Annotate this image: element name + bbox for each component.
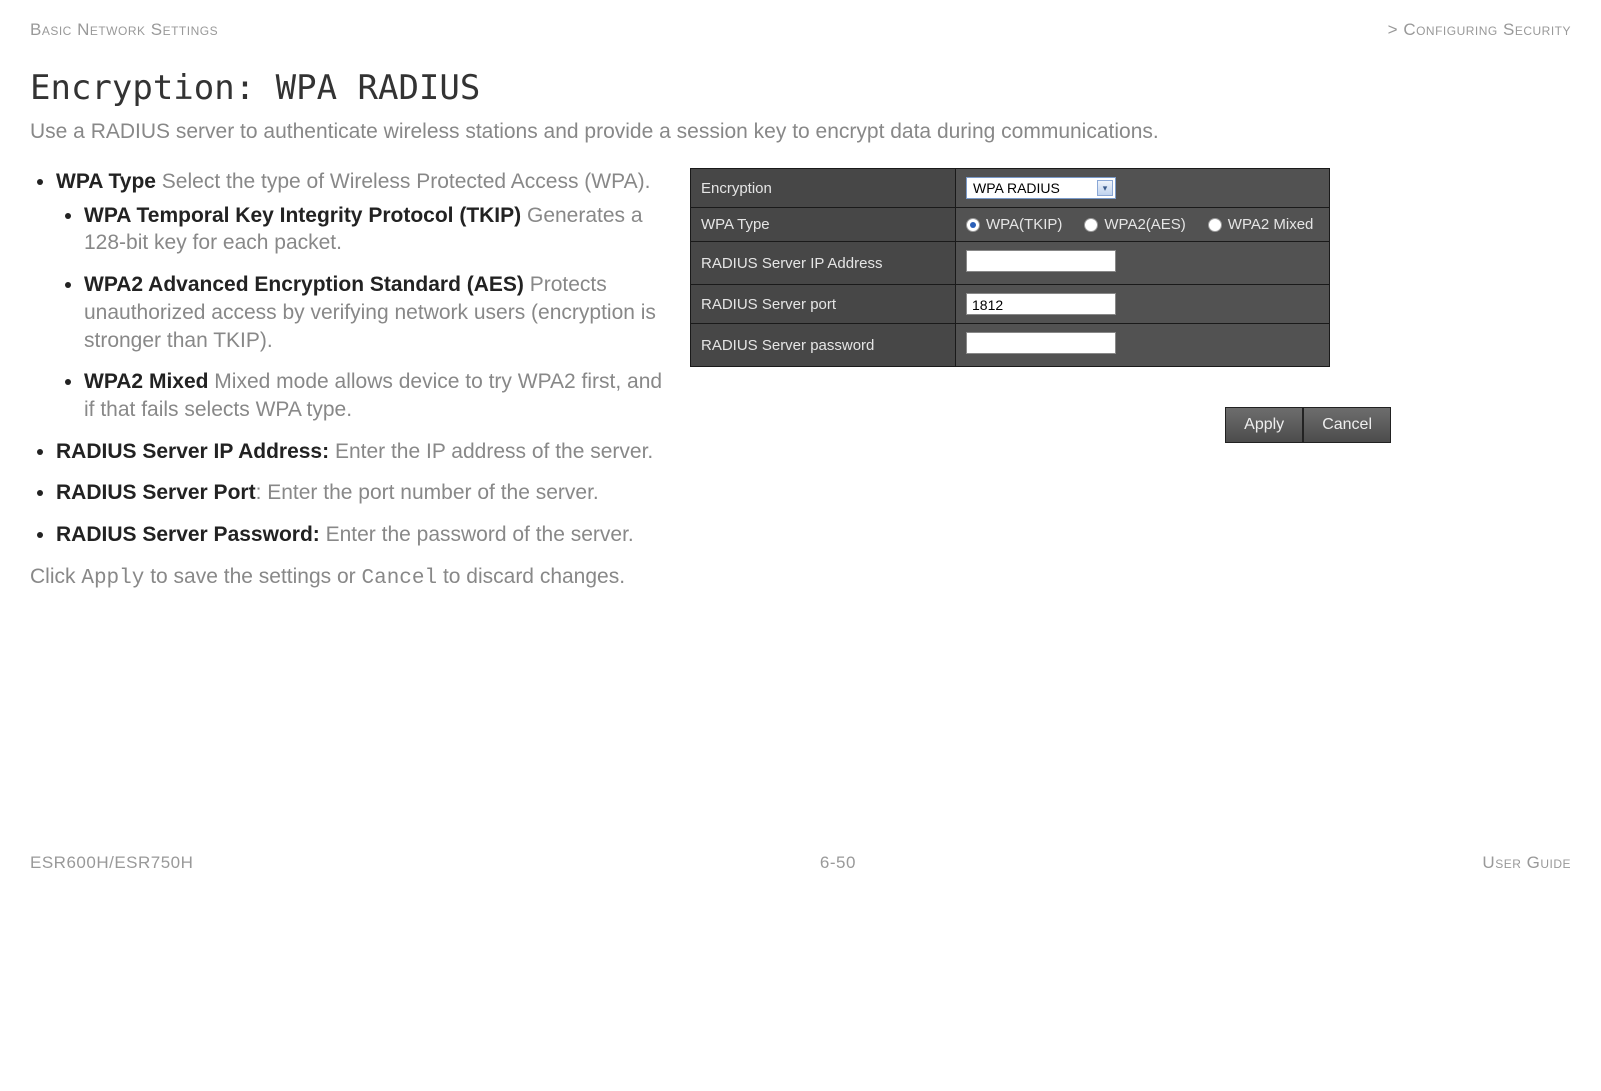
apply-cmd: Apply — [81, 567, 144, 590]
footer-left: ESR600H/ESR750H — [30, 853, 193, 873]
radio-label-mixed: WPA2 Mixed — [1228, 216, 1314, 233]
apply-pre: Click — [30, 565, 81, 588]
term-tkip: WPA Temporal Key Integrity Protocol (TKI… — [84, 204, 521, 227]
radio-wpa2-aes[interactable] — [1084, 218, 1098, 232]
page-header: Basic Network Settings > Configuring Sec… — [30, 20, 1571, 40]
encryption-value: WPA RADIUS — [973, 180, 1060, 196]
cancel-cmd: Cancel — [361, 567, 437, 590]
page-title: Encryption: WPA RADIUS — [30, 68, 1571, 108]
desc-wpa-type: Select the type of Wireless Protected Ac… — [156, 170, 650, 193]
button-row: Apply Cancel — [690, 407, 1571, 443]
radius-pw-input[interactable] — [966, 332, 1116, 354]
bullet-wpa-type: WPA Type Select the type of Wireless Pro… — [56, 168, 670, 424]
label-radius-port: RADIUS Server port — [691, 285, 956, 324]
desc-ip: Enter the IP address of the server. — [329, 440, 653, 463]
label-encryption: Encryption — [691, 169, 956, 208]
cancel-button[interactable]: Cancel — [1303, 407, 1391, 443]
screenshot-column: Encryption WPA RADIUS ▾ WPA Type WPA(TKI… — [690, 168, 1571, 593]
header-left: Basic Network Settings — [30, 20, 218, 40]
header-right: > Configuring Security — [1388, 20, 1571, 40]
bullet-ip: RADIUS Server IP Address: Enter the IP a… — [56, 438, 670, 466]
intro-text: Use a RADIUS server to authenticate wire… — [30, 120, 1571, 144]
page-footer: ESR600H/ESR750H 6-50 User Guide — [30, 853, 1571, 873]
footer-right: User Guide — [1482, 853, 1571, 873]
apply-post: to discard changes. — [437, 565, 625, 588]
bullet-port: RADIUS Server Port: Enter the port numbe… — [56, 479, 670, 507]
apply-mid: to save the settings or — [144, 565, 361, 588]
row-radius-port: RADIUS Server port 1812 — [691, 285, 1330, 324]
term-pw: RADIUS Server Password: — [56, 523, 320, 546]
radius-ip-input[interactable] — [966, 250, 1116, 272]
row-encryption: Encryption WPA RADIUS ▾ — [691, 169, 1330, 208]
desc-port: : Enter the port number of the server. — [256, 481, 599, 504]
term-wpa-type: WPA Type — [56, 170, 156, 193]
apply-instruction: Click Apply to save the settings or Canc… — [30, 563, 670, 593]
label-wpa-type: WPA Type — [691, 208, 956, 242]
description-column: WPA Type Select the type of Wireless Pro… — [30, 168, 670, 593]
label-radius-pw: RADIUS Server password — [691, 324, 956, 367]
radius-port-input[interactable]: 1812 — [966, 293, 1116, 315]
bullet-pw: RADIUS Server Password: Enter the passwo… — [56, 521, 670, 549]
bullet-aes: WPA2 Advanced Encryption Standard (AES) … — [84, 271, 670, 354]
footer-center: 6-50 — [820, 853, 856, 873]
config-table: Encryption WPA RADIUS ▾ WPA Type WPA(TKI… — [690, 168, 1330, 367]
chevron-down-icon: ▾ — [1097, 180, 1113, 196]
term-port: RADIUS Server Port — [56, 481, 256, 504]
term-ip: RADIUS Server IP Address: — [56, 440, 329, 463]
row-radius-ip: RADIUS Server IP Address — [691, 242, 1330, 285]
term-aes: WPA2 Advanced Encryption Standard (AES) — [84, 273, 524, 296]
radio-wpa-tkip[interactable] — [966, 218, 980, 232]
encryption-dropdown[interactable]: WPA RADIUS ▾ — [966, 177, 1116, 199]
row-radius-pw: RADIUS Server password — [691, 324, 1330, 367]
bullet-mixed: WPA2 Mixed Mixed mode allows device to t… — [84, 368, 670, 423]
radio-label-tkip: WPA(TKIP) — [986, 216, 1062, 233]
row-wpa-type: WPA Type WPA(TKIP) WPA2(AES) — [691, 208, 1330, 242]
term-mixed: WPA2 Mixed — [84, 370, 208, 393]
radio-wpa2-mixed[interactable] — [1208, 218, 1222, 232]
label-radius-ip: RADIUS Server IP Address — [691, 242, 956, 285]
desc-pw: Enter the password of the server. — [320, 523, 634, 546]
bullet-tkip: WPA Temporal Key Integrity Protocol (TKI… — [84, 202, 670, 257]
radio-label-aes: WPA2(AES) — [1104, 216, 1185, 233]
apply-button[interactable]: Apply — [1225, 407, 1303, 443]
